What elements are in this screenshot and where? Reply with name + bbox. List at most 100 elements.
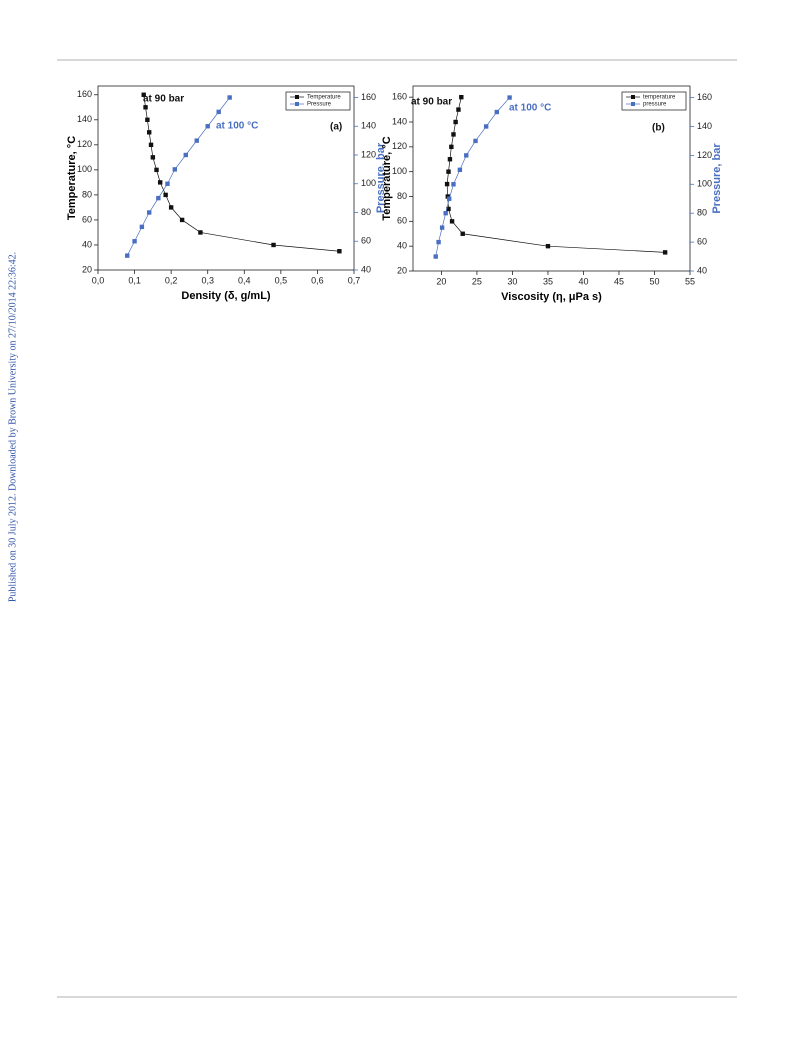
x-tick-label: 0,1 bbox=[128, 275, 141, 285]
data-point bbox=[148, 142, 154, 148]
x-axis-title: Viscosity (η, μPa s) bbox=[501, 291, 602, 303]
data-point bbox=[662, 250, 668, 255]
data-point bbox=[449, 219, 455, 224]
data-point bbox=[139, 224, 145, 230]
legend-box bbox=[621, 91, 687, 111]
y2-tick-label: 100 bbox=[361, 178, 376, 188]
data-point bbox=[451, 182, 456, 187]
data-point bbox=[132, 239, 137, 244]
y-tick-label: 80 bbox=[82, 189, 92, 199]
data-point bbox=[179, 217, 185, 223]
y-tick-label: 60 bbox=[397, 216, 407, 226]
data-point bbox=[183, 152, 188, 158]
data-point bbox=[446, 169, 451, 174]
data-point bbox=[473, 138, 478, 144]
legend-marker bbox=[295, 95, 299, 99]
data-point bbox=[141, 92, 146, 97]
x-tick-label: 45 bbox=[614, 276, 624, 286]
data-point bbox=[459, 94, 464, 100]
data-point bbox=[147, 130, 152, 135]
y2-tick-label: 40 bbox=[697, 265, 707, 275]
y2-tick-label: 140 bbox=[361, 121, 376, 131]
data-point bbox=[436, 239, 441, 245]
y-tick-label: 140 bbox=[77, 114, 92, 124]
data-point bbox=[456, 107, 461, 112]
data-point bbox=[165, 181, 170, 186]
data-point bbox=[447, 196, 452, 201]
y-tick-label: 80 bbox=[397, 191, 407, 201]
data-point bbox=[143, 105, 148, 110]
y-tick-label: 40 bbox=[397, 241, 407, 251]
legend-marker bbox=[631, 102, 635, 106]
data-point bbox=[447, 157, 453, 162]
legend-label: Pressure bbox=[307, 102, 332, 108]
data-point bbox=[483, 124, 489, 129]
legend-marker bbox=[631, 95, 635, 99]
y2-tick-label: 60 bbox=[697, 236, 707, 246]
series-line bbox=[446, 97, 666, 253]
y2-tick-label: 80 bbox=[361, 207, 371, 217]
x-tick-label: 0,7 bbox=[348, 275, 361, 285]
data-point bbox=[439, 225, 445, 230]
data-point bbox=[464, 153, 469, 158]
y2-tick-label: 80 bbox=[697, 208, 707, 218]
y-tick-label: 160 bbox=[77, 89, 92, 99]
data-point bbox=[157, 180, 163, 185]
x-tick-label: 25 bbox=[472, 276, 482, 286]
legend-marker bbox=[295, 102, 299, 106]
data-point bbox=[457, 167, 463, 173]
x-tick-label: 0,2 bbox=[165, 275, 178, 285]
y2-tick-label: 160 bbox=[361, 92, 376, 102]
data-point bbox=[444, 181, 450, 187]
x-tick-label: 50 bbox=[649, 276, 659, 286]
annotation: (a) bbox=[330, 122, 342, 133]
annotation: at 100 °C bbox=[216, 121, 258, 132]
y2-tick-label: 120 bbox=[361, 149, 376, 159]
y2-axis-title: Pressure, bar bbox=[711, 143, 723, 214]
y-tick-label: 100 bbox=[392, 166, 407, 176]
data-point bbox=[168, 205, 174, 210]
data-point bbox=[545, 243, 551, 249]
plot-frame bbox=[412, 85, 691, 272]
y2-axis-title: Pressure, bar bbox=[375, 142, 387, 213]
data-point bbox=[125, 253, 130, 258]
y-tick-label: 20 bbox=[397, 265, 407, 275]
data-point bbox=[271, 242, 276, 248]
data-point bbox=[154, 167, 159, 173]
data-point bbox=[205, 124, 210, 129]
y2-tick-label: 160 bbox=[697, 92, 712, 102]
y2-tick-label: 100 bbox=[697, 179, 712, 189]
data-point bbox=[449, 144, 454, 150]
data-point bbox=[433, 254, 438, 259]
data-point bbox=[451, 132, 456, 137]
data-point bbox=[446, 206, 451, 212]
annotation: at 90 bar bbox=[411, 97, 452, 108]
download-note: Published on 30 July 2012. Downloaded by… bbox=[7, 252, 18, 602]
x-axis-title: Density (δ, g/mL) bbox=[181, 290, 271, 302]
x-tick-label: 40 bbox=[578, 276, 588, 286]
y-tick-label: 40 bbox=[82, 239, 92, 249]
data-point bbox=[507, 95, 512, 100]
y2-tick-label: 60 bbox=[361, 236, 371, 246]
y-tick-label: 100 bbox=[77, 164, 92, 174]
y-tick-label: 60 bbox=[82, 214, 92, 224]
x-tick-label: 0,4 bbox=[238, 275, 251, 285]
data-point bbox=[494, 109, 500, 115]
annotation: (b) bbox=[652, 123, 665, 134]
data-point bbox=[460, 231, 465, 236]
x-tick-label: 55 bbox=[685, 276, 695, 286]
data-point bbox=[147, 210, 152, 215]
y2-tick-label: 140 bbox=[697, 121, 712, 131]
series-line bbox=[435, 97, 510, 257]
data-point bbox=[172, 167, 177, 172]
x-tick-label: 0,6 bbox=[311, 275, 324, 285]
annotation: at 100 °C bbox=[509, 103, 551, 114]
legend-label: pressure bbox=[643, 102, 667, 108]
legend-box bbox=[285, 91, 351, 111]
x-tick-label: 0,3 bbox=[201, 275, 214, 285]
data-point bbox=[194, 138, 199, 143]
y2-tick-label: 120 bbox=[697, 150, 712, 160]
y-axis-title: Temperature, °C bbox=[66, 136, 78, 220]
